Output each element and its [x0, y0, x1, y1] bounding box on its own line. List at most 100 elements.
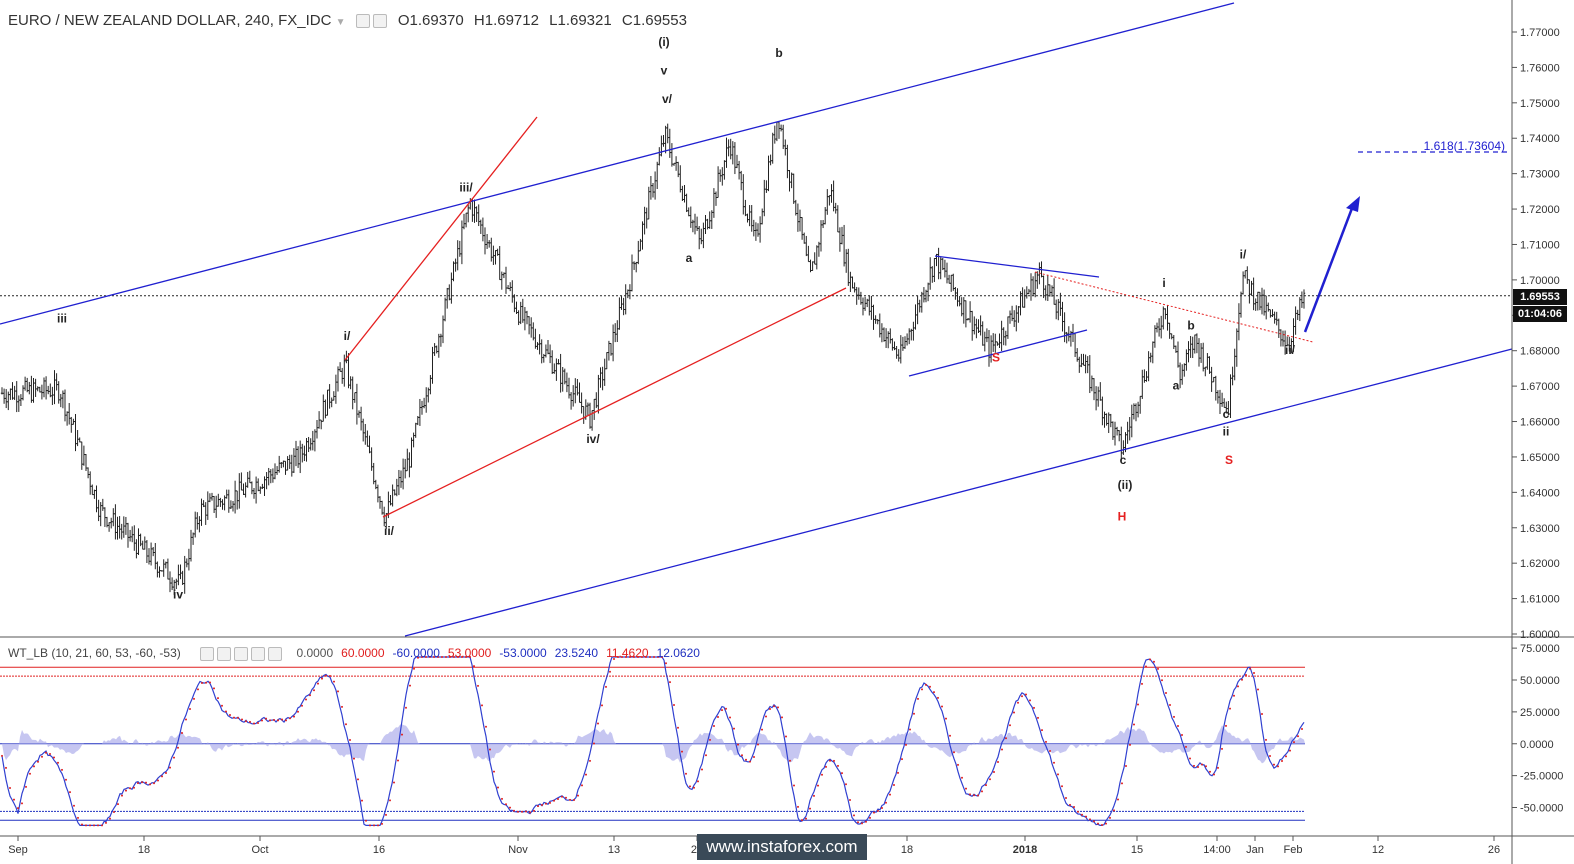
- wt2-dot: [645, 656, 647, 659]
- wt2-dot: [985, 784, 987, 787]
- wt2-dot: [193, 697, 195, 700]
- wt2-dot: [1109, 816, 1111, 819]
- wt2-dot: [409, 684, 411, 687]
- wt2-dot: [973, 794, 975, 797]
- wt2-dot: [5, 766, 7, 769]
- wt2-dot: [313, 689, 315, 692]
- wt2-dot: [877, 809, 879, 812]
- price-tick-label: 1.65000: [1520, 452, 1560, 464]
- wt2-dot: [21, 802, 23, 805]
- wt2-dot: [373, 824, 375, 827]
- gear-icon[interactable]: [372, 14, 387, 29]
- eye-icon[interactable]: [200, 646, 215, 661]
- wt2-dot: [1165, 692, 1167, 695]
- wt2-dot: [1205, 765, 1207, 768]
- time-tick-label: Nov: [508, 844, 528, 856]
- wt2-dot: [1089, 818, 1091, 821]
- eye-icon[interactable]: [355, 14, 370, 29]
- wt2-dot: [1069, 803, 1071, 806]
- wt2-dot: [209, 681, 211, 684]
- wt2-dot: [1033, 706, 1035, 709]
- wave-label: a: [1173, 379, 1180, 393]
- wt2-dot: [237, 716, 239, 719]
- wt2-dot: [173, 756, 175, 759]
- price-tick-label: 1.75000: [1520, 98, 1560, 110]
- wt2-dot: [697, 780, 699, 783]
- gear-icon[interactable]: [217, 646, 232, 661]
- wt2-dot: [949, 734, 951, 737]
- wt2-dot: [497, 786, 499, 789]
- indicator-value: 0.0000: [296, 646, 334, 660]
- wt2-dot: [361, 799, 363, 802]
- wt2-dot: [445, 656, 447, 659]
- wt2-dot: [1101, 824, 1103, 827]
- wt2-dot: [405, 706, 407, 709]
- wt2-dot: [357, 778, 359, 781]
- wt2-dot: [369, 824, 371, 827]
- price-tick-label: 1.74000: [1520, 133, 1560, 145]
- wt2-dot: [493, 770, 495, 773]
- watermark: www.instaforex.com: [697, 834, 867, 860]
- wt2-dot: [709, 738, 711, 741]
- time-tick-label: Oct: [251, 844, 268, 856]
- wt2-dot: [505, 803, 507, 806]
- wt2-dot: [853, 814, 855, 817]
- indicator-value: 60.0000: [341, 646, 385, 660]
- wt2-dot: [121, 794, 123, 797]
- indicator-value: 11.4620: [606, 646, 649, 660]
- wave-label: iv: [173, 588, 183, 602]
- price-tick-label: 1.76000: [1520, 62, 1560, 74]
- wt2-dot: [1145, 665, 1147, 668]
- settings-icon[interactable]: [234, 646, 249, 661]
- indicator-name: WT_LB (10, 21, 60, 53, -60, -53): [8, 646, 181, 660]
- wt2-dot: [605, 685, 607, 688]
- wt2-dot: [245, 720, 247, 723]
- wt2-dot: [617, 656, 619, 659]
- wt2-dot: [1237, 685, 1239, 688]
- wt2-dot: [537, 805, 539, 808]
- wt2-dot: [1053, 761, 1055, 764]
- close-value: C1.69553: [621, 12, 687, 29]
- wt2-dot: [729, 716, 731, 719]
- wt2-dot: [841, 772, 843, 775]
- price-tick-label: 1.77000: [1520, 27, 1560, 39]
- wt2-dot: [289, 717, 291, 720]
- wt2-dot: [293, 715, 295, 718]
- add-icon[interactable]: [251, 646, 266, 661]
- wt2-dot: [997, 761, 999, 764]
- close-icon[interactable]: [268, 646, 283, 661]
- wt2-dot: [1001, 748, 1003, 751]
- wt2-dot: [1085, 815, 1087, 818]
- wt2-dot: [213, 687, 215, 690]
- wt2-dot: [941, 705, 943, 708]
- chevron-down-icon[interactable]: ▼: [335, 17, 346, 28]
- wt2-dot: [1097, 822, 1099, 825]
- wt2-dot: [1, 754, 3, 757]
- wt2-dot: [1177, 725, 1179, 728]
- time-tick-label: 18: [901, 844, 913, 856]
- wt2-dot: [633, 656, 635, 659]
- wt2-dot: [233, 716, 235, 719]
- wave-label: (ii): [1118, 478, 1133, 492]
- wt2-dot: [437, 656, 439, 659]
- wt2-dot: [589, 759, 591, 762]
- wt2-dot: [701, 768, 703, 771]
- wt2-dot: [229, 713, 231, 716]
- wt2-dot: [601, 704, 603, 707]
- wt2-dot: [1049, 749, 1051, 752]
- wt2-dot: [441, 656, 443, 659]
- wt2-dot: [421, 656, 423, 659]
- wt2-dot: [801, 819, 803, 822]
- wt2-dot: [993, 770, 995, 773]
- wt2-dot: [909, 728, 911, 731]
- wt2-dot: [1157, 667, 1159, 670]
- wt2-dot: [917, 697, 919, 700]
- wt2-dot: [1057, 773, 1059, 776]
- wt2-dot: [489, 748, 491, 751]
- wt2-dot: [1133, 723, 1135, 726]
- wt2-dot: [805, 817, 807, 820]
- wt2-dot: [45, 751, 47, 754]
- wt2-dot: [333, 680, 335, 683]
- wt2-dot: [781, 716, 783, 719]
